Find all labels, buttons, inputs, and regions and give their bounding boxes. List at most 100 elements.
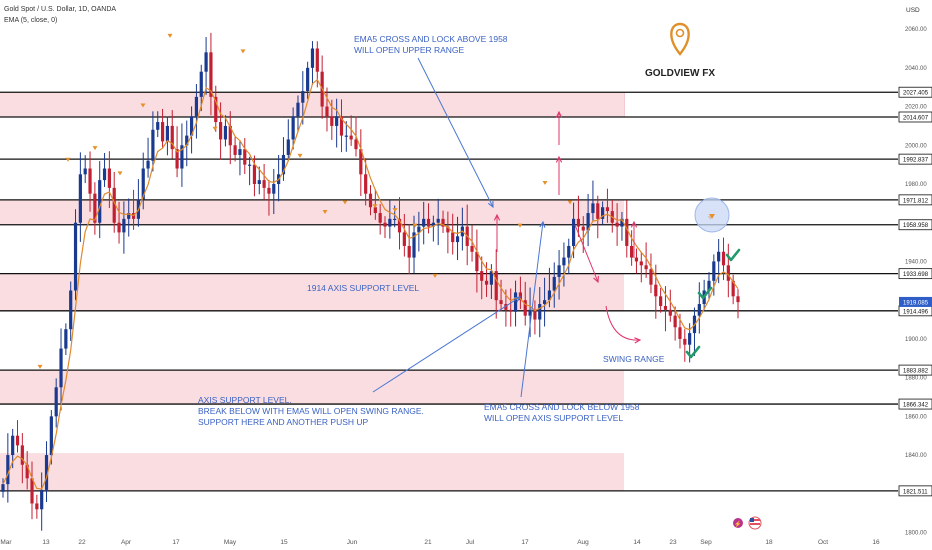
candle-body bbox=[625, 218, 629, 246]
candle-body bbox=[634, 257, 639, 262]
candle-body bbox=[122, 218, 126, 233]
lightning-icon: ⚡ bbox=[734, 520, 741, 528]
candle-body bbox=[185, 135, 189, 146]
candle-body bbox=[69, 290, 73, 330]
candle-body bbox=[441, 218, 445, 227]
candle-body bbox=[146, 160, 150, 169]
annotation-axis-support: 1914 AXIS SUPPORT LEVEL bbox=[307, 283, 419, 293]
current-price-tag bbox=[899, 296, 932, 307]
event-icon bbox=[733, 518, 743, 528]
candle-body bbox=[368, 193, 373, 208]
annotation-upper-range-line2: WILL OPEN UPPER RANGE bbox=[354, 45, 465, 55]
arrow-to-1958-head bbox=[487, 200, 494, 209]
candle-body bbox=[552, 276, 556, 291]
candle-body bbox=[596, 203, 600, 219]
check-icon bbox=[697, 286, 713, 300]
candle-body bbox=[605, 207, 610, 212]
axis-tick-label: 1840.00 bbox=[905, 453, 927, 459]
arrow-up-3-head bbox=[555, 155, 563, 163]
candle-body bbox=[393, 218, 397, 221]
annotation-axis-line1: AXIS SUPPORT LEVEL. bbox=[198, 395, 292, 405]
time-tick-label: 13 bbox=[42, 539, 50, 546]
candle-body bbox=[141, 168, 145, 200]
candle-body bbox=[383, 222, 387, 227]
candle-body bbox=[11, 435, 15, 456]
candle-body bbox=[160, 122, 165, 142]
candle-body bbox=[717, 251, 721, 262]
logo-pin-icon bbox=[670, 22, 690, 56]
candle-body bbox=[364, 174, 368, 194]
signal-marker bbox=[567, 200, 573, 205]
candle-body bbox=[218, 122, 223, 140]
zone-band bbox=[0, 453, 624, 491]
candle-body bbox=[272, 184, 276, 194]
candle-body bbox=[354, 139, 358, 150]
level-price-label: 2027.405 bbox=[903, 91, 929, 97]
candle-body bbox=[663, 305, 668, 310]
level-price-label: 1971.812 bbox=[903, 198, 929, 204]
time-tick-label: 15 bbox=[280, 539, 288, 546]
candle-body bbox=[557, 265, 561, 277]
signal-marker bbox=[432, 273, 438, 278]
candle-body bbox=[426, 218, 431, 227]
annotation-axis-line3: SUPPORT HERE AND ANOTHER PUSH UP bbox=[198, 417, 369, 427]
candle-body bbox=[683, 338, 687, 345]
annotation-lower-axis-line2: WILL OPEN AXIS SUPPORT LEVEL bbox=[484, 413, 623, 423]
candle-body bbox=[73, 222, 78, 291]
candle-body bbox=[267, 187, 271, 194]
candle-body bbox=[407, 245, 411, 258]
candle-body bbox=[509, 309, 513, 312]
time-tick-label: Aug bbox=[577, 539, 589, 546]
candle-body bbox=[673, 315, 677, 328]
candle-body bbox=[83, 168, 87, 175]
candle-body bbox=[25, 464, 29, 479]
level-price-label: 1914.496 bbox=[903, 309, 929, 315]
candle-body bbox=[620, 218, 624, 227]
level-price-tag bbox=[898, 219, 932, 231]
candle-body bbox=[499, 300, 503, 305]
candle-body bbox=[30, 478, 34, 504]
candle-body bbox=[431, 222, 435, 227]
level-price-label: 1821.511 bbox=[903, 489, 928, 495]
signal-marker bbox=[297, 153, 303, 158]
candle-body bbox=[180, 145, 184, 169]
candle-body bbox=[170, 125, 174, 150]
zone-band bbox=[0, 370, 624, 405]
annotation-axis-line2: BREAK BELOW WITH EMA5 WILL OPEN SWING RA… bbox=[198, 406, 424, 416]
candle-body bbox=[252, 164, 257, 184]
price-axis[interactable]: USD1800.001820.001840.001860.001880.0019… bbox=[898, 0, 932, 550]
candle-body bbox=[44, 455, 49, 490]
level-price-tag bbox=[898, 268, 932, 280]
candle-body bbox=[591, 203, 595, 214]
candle-body bbox=[470, 245, 474, 252]
candle-body bbox=[310, 48, 315, 68]
time-axis[interactable]: Mar 13 22 Apr 17 May 15 Jun 21 Jul 17 Aug 14 23 Sep 18 O… bbox=[0, 539, 880, 546]
time-tick-label: 21 bbox=[424, 539, 432, 546]
annotation-upper-range-line1: EMA5 CROSS AND LOCK ABOVE 1958 bbox=[354, 34, 508, 44]
candle-body bbox=[528, 309, 532, 316]
candle-body bbox=[649, 269, 653, 285]
level-price-tag bbox=[898, 111, 932, 123]
candle-body bbox=[581, 226, 585, 231]
candle-body bbox=[484, 280, 489, 285]
candle-body bbox=[189, 116, 194, 136]
arrow-down-1 bbox=[574, 224, 599, 283]
time-tick-label: May bbox=[224, 539, 237, 546]
signal-marker bbox=[322, 210, 328, 215]
candle-body bbox=[330, 116, 334, 126]
candle-body bbox=[542, 300, 547, 305]
arrow-to-1958 bbox=[417, 57, 494, 208]
arrow-swing bbox=[605, 305, 641, 341]
axis-tick-label: 1980.00 bbox=[905, 182, 927, 188]
time-tick-label: 22 bbox=[78, 539, 86, 546]
signal-marker bbox=[65, 157, 71, 162]
candle-body bbox=[335, 116, 339, 126]
candle-body bbox=[156, 122, 160, 130]
ema-layer bbox=[2, 78, 739, 490]
candle-body bbox=[301, 91, 305, 103]
level-price-label: 1992.837 bbox=[903, 158, 929, 164]
annotation-swing-range: SWING RANGE bbox=[603, 354, 665, 364]
candle-body bbox=[15, 435, 20, 446]
time-tick-label: 14 bbox=[633, 539, 641, 546]
